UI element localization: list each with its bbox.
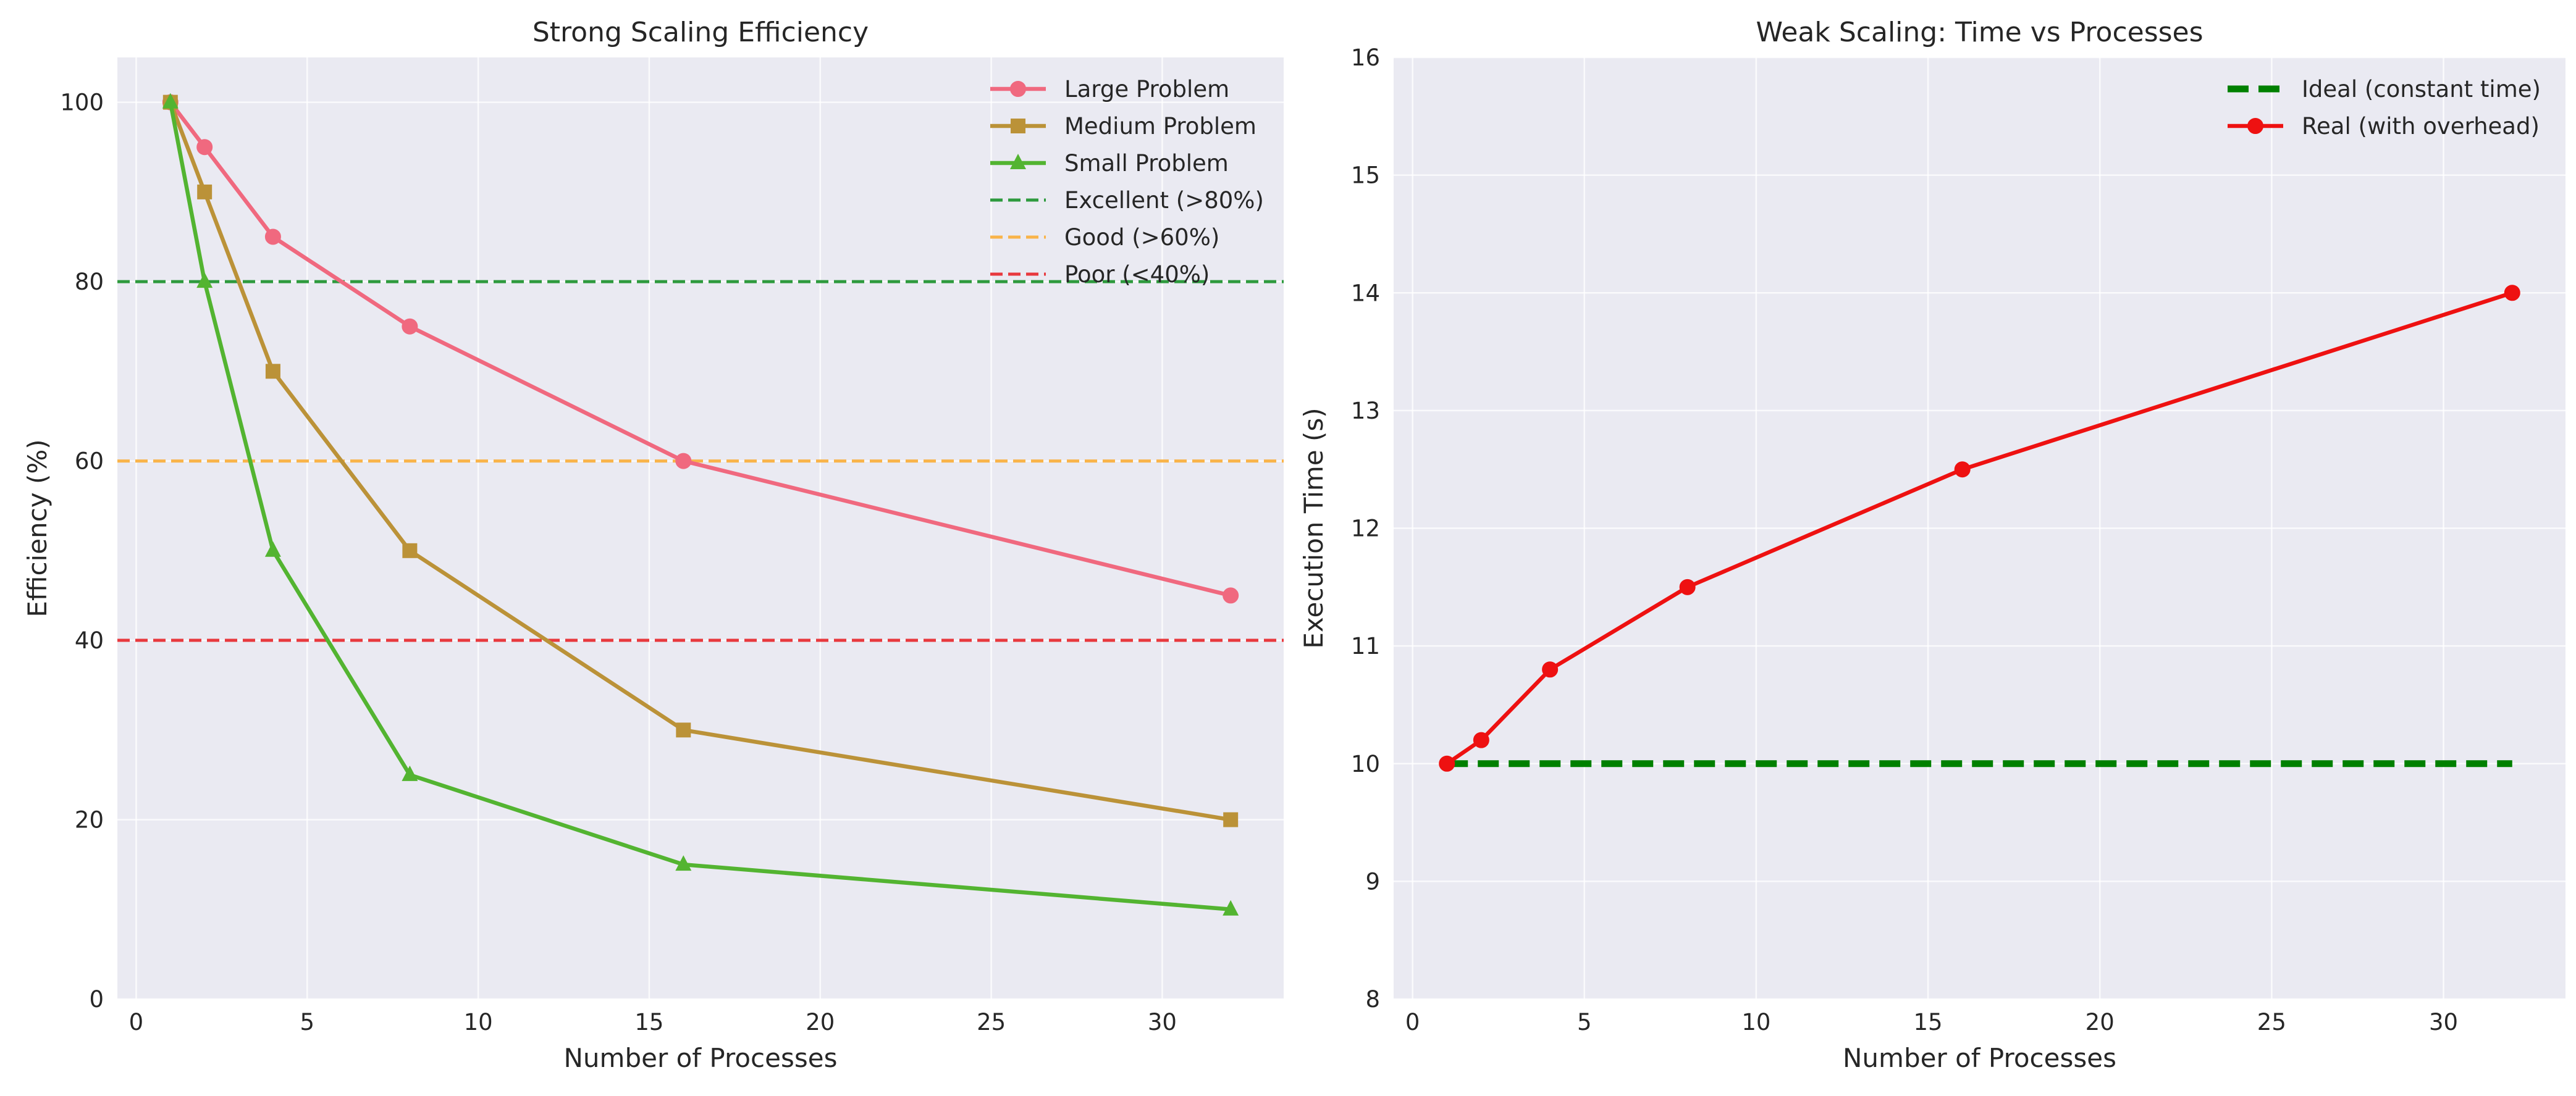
- y-tick-label: 11: [1351, 633, 1380, 659]
- data-point-real-with-overhead: [2504, 285, 2520, 301]
- series-line-medium-problem: [168, 101, 1231, 822]
- y-tick-label: 15: [1351, 162, 1380, 189]
- x-tick-label: 10: [1741, 1009, 1770, 1035]
- legend-label: Large Problem: [1064, 76, 1229, 102]
- legend-entry-real-with-overhead: Real (with overhead): [2228, 113, 2540, 140]
- plot-area: [117, 57, 1284, 999]
- data-point-real-with-overhead: [1954, 461, 1971, 478]
- data-point-real-with-overhead: [1439, 755, 1455, 772]
- data-point-small-problem: [162, 93, 179, 109]
- series-line-large-problem: [169, 101, 1231, 598]
- legend-entry-medium-problem: Medium Problem: [990, 113, 1256, 140]
- y-tick-label: 100: [60, 90, 104, 116]
- chart-panel-1: 0 5 10 15 20 25 30 0 20 40 60 80 100 Strong Scaling E…: [22, 17, 1284, 1073]
- x-tick-label: 30: [1148, 1009, 1177, 1035]
- legend-marker: [1011, 119, 1025, 133]
- x-tick-label: 20: [806, 1009, 835, 1035]
- x-tick-label: 15: [1914, 1009, 1943, 1035]
- x-tick-label: 30: [2429, 1009, 2458, 1035]
- y-tick-label: 20: [75, 807, 104, 834]
- legend-entry-poor-40: Poor (<40%): [990, 261, 1210, 288]
- data-point-real-with-overhead: [1542, 661, 1559, 678]
- data-point-large-problem: [196, 139, 213, 156]
- legend-label: Real (with overhead): [2302, 113, 2540, 140]
- data-point-large-problem: [1223, 587, 1239, 604]
- y-tick-label: 13: [1351, 398, 1380, 424]
- y-axis-label: Execution Time (s): [1299, 408, 1329, 648]
- legend-entry-large-problem: Large Problem: [990, 76, 1229, 102]
- x-tick-label: 5: [300, 1009, 315, 1035]
- x-tick-label: 10: [464, 1009, 493, 1035]
- x-tick-label: 25: [2257, 1009, 2286, 1035]
- data-point-large-problem: [264, 228, 281, 245]
- legend-label: Poor (<40%): [1064, 261, 1210, 288]
- y-tick-label: 16: [1351, 44, 1380, 71]
- chart-panel-2: 0 5 10 15 20 25 30 8 9 10 11 12 13 14 15 16 Weak Scaling…: [1299, 17, 2565, 1073]
- legend-label: Small Problem: [1064, 150, 1229, 177]
- chart-title: Weak Scaling: Time vs Processes: [1756, 17, 2203, 48]
- legend: Ideal (constant time) Real (with overhead…: [2228, 76, 2541, 140]
- x-tick-label: 0: [1405, 1009, 1420, 1035]
- legend-entry-good-60: Good (>60%): [990, 224, 1219, 251]
- y-tick-label: 40: [75, 627, 104, 654]
- y-tick-label: 0: [89, 986, 104, 1013]
- legend-entry-excellent-80: Excellent (>80%): [990, 187, 1264, 214]
- data-point-small-problem: [264, 541, 281, 557]
- series-line-small-problem: [168, 102, 1231, 912]
- y-tick-label: 8: [1365, 986, 1380, 1013]
- data-point-medium-problem: [676, 722, 691, 738]
- y-tick-label: 12: [1351, 516, 1380, 542]
- data-point-medium-problem: [402, 543, 418, 558]
- x-tick-label: 20: [2086, 1009, 2115, 1035]
- legend-marker: [1010, 81, 1026, 97]
- legend-marker: [2247, 118, 2263, 134]
- x-tick-label: 0: [129, 1009, 144, 1035]
- data-point-large-problem: [402, 318, 418, 335]
- x-tick-label: 25: [977, 1009, 1006, 1035]
- data-point-small-problem: [402, 765, 418, 781]
- x-tick-label: 5: [1577, 1009, 1592, 1035]
- y-tick-label: 80: [75, 269, 104, 295]
- data-point-medium-problem: [265, 364, 280, 379]
- data-point-large-problem: [675, 453, 692, 469]
- data-point-small-problem: [1223, 900, 1239, 916]
- chart-title: Strong Scaling Efficiency: [532, 17, 869, 48]
- legend-entry-small-problem: Small Problem: [990, 150, 1229, 177]
- data-point-medium-problem: [197, 184, 213, 199]
- data-point-real-with-overhead: [1679, 579, 1696, 595]
- legend-marker: [1010, 154, 1026, 169]
- legend-label: Ideal (constant time): [2302, 76, 2541, 102]
- y-axis-label: Efficiency (%): [22, 439, 53, 617]
- legend-label: Medium Problem: [1064, 113, 1256, 140]
- data-point-small-problem: [196, 272, 213, 288]
- y-tick-label: 9: [1365, 868, 1380, 895]
- x-tick-label: 15: [634, 1009, 663, 1035]
- y-tick-label: 10: [1351, 751, 1380, 777]
- legend-label: Excellent (>80%): [1064, 187, 1264, 214]
- y-tick-label: 14: [1351, 280, 1380, 306]
- legend: Large Problem Medium Problem Small Problem…: [990, 76, 1264, 288]
- legend-label: Good (>60%): [1064, 224, 1219, 251]
- x-axis-label: Number of Processes: [1843, 1043, 2116, 1073]
- legend-entry-ideal-constant-time: Ideal (constant time): [2228, 76, 2541, 102]
- data-point-medium-problem: [1223, 812, 1239, 827]
- y-tick-label: 60: [75, 448, 104, 475]
- data-point-real-with-overhead: [1473, 732, 1489, 748]
- x-axis-label: Number of Processes: [564, 1043, 838, 1073]
- data-point-small-problem: [675, 855, 692, 871]
